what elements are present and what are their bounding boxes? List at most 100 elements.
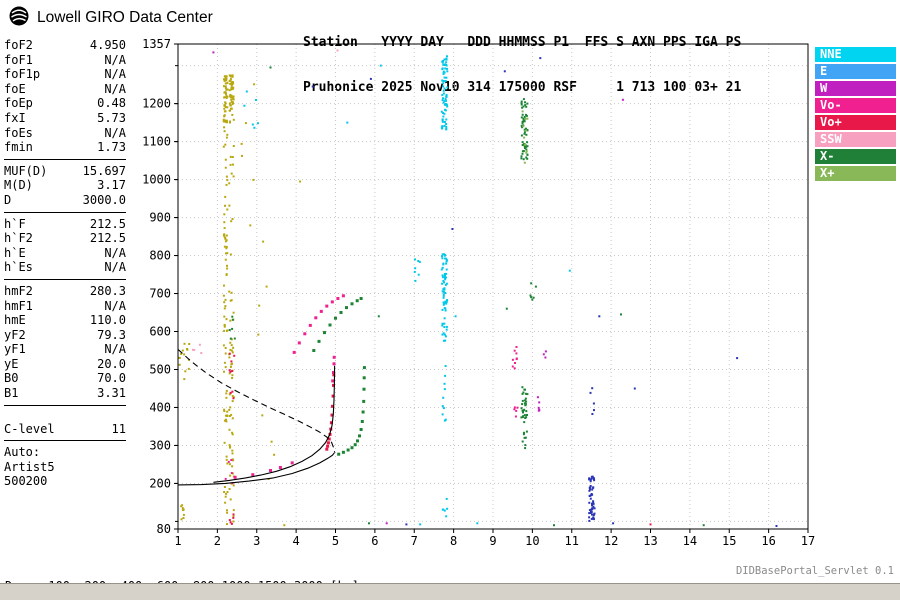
legend-item-x: X+ xyxy=(815,166,896,181)
svg-text:300: 300 xyxy=(149,438,171,452)
svg-text:900: 900 xyxy=(149,211,171,225)
svg-text:1100: 1100 xyxy=(142,135,171,149)
legend-item-e: E xyxy=(815,64,896,79)
model-curves xyxy=(177,348,336,486)
svg-text:1000: 1000 xyxy=(142,173,171,187)
echo-direction-legend: NNE E W Vo- Vo+ SSW X- X+ xyxy=(815,47,896,183)
legend-item-x: X- xyxy=(815,149,896,164)
param-value: 3.17 xyxy=(97,178,126,193)
svg-text:3: 3 xyxy=(253,534,260,548)
param-value: 4.950 xyxy=(89,38,126,52)
param-row: h`F2 212.5 xyxy=(4,231,126,246)
svg-text:5: 5 xyxy=(332,534,339,548)
legend-item-vo: Vo+ xyxy=(815,115,896,130)
station-header: Station YYYY DAY DDD HHMMSS P1 FFS S AXN… xyxy=(303,5,741,125)
param-label: D xyxy=(4,192,12,207)
param-label: MUF(D) xyxy=(4,163,48,178)
param-row: hmF1 N/A xyxy=(4,299,126,314)
param-label: foEs xyxy=(4,125,33,140)
svg-text:8: 8 xyxy=(450,534,457,548)
param-label: B1 xyxy=(4,386,19,401)
legend-item-ssw: SSW xyxy=(815,132,896,147)
svg-text:15: 15 xyxy=(722,534,736,548)
legend-item-vo: Vo- xyxy=(815,98,896,113)
param-label: fmin xyxy=(4,140,33,155)
param-value: N/A xyxy=(104,342,126,357)
param-value: N/A xyxy=(104,125,126,140)
param-value: 280.3 xyxy=(89,283,126,298)
param-label: h`F xyxy=(4,216,26,231)
param-row: h`E N/A xyxy=(4,246,126,261)
param-label: foEp xyxy=(4,96,33,111)
param-label: fxI xyxy=(4,110,26,125)
param-value: 3000.0 xyxy=(82,192,126,207)
param-label: hmE xyxy=(4,313,26,328)
param-label: h`F2 xyxy=(4,231,33,246)
param-row: MUF(D) 15.697 xyxy=(4,164,126,179)
param-label: foF2 xyxy=(4,38,33,52)
ionogram-plot: 1 2 3 4 5 6 7 8 9 10 11 12 13 14 15 16 17135712001100100… xyxy=(142,38,815,548)
param-row: h`F 212.5 xyxy=(4,217,126,232)
svg-text:7: 7 xyxy=(411,534,418,548)
param-value: 0.48 xyxy=(97,96,126,111)
param-row: D 3000.0 xyxy=(4,193,126,208)
param-row: fxI 5.73 xyxy=(4,111,126,126)
param-label: M(D) xyxy=(4,178,33,193)
param-row: h`Es N/A xyxy=(4,260,126,275)
param-label: hmF2 xyxy=(4,283,33,298)
svg-text:500: 500 xyxy=(149,362,171,376)
svg-text:14: 14 xyxy=(683,534,697,548)
param-value: 1.73 xyxy=(97,140,126,155)
param-row: foF2 4.950 xyxy=(4,38,126,53)
autoscaler-line: 500200 xyxy=(4,474,48,489)
param-value: 3.31 xyxy=(97,386,126,401)
parameter-panel: foF2 4.950 foF1 N/A foF1p N/A foE N/A foEp 0.48 fx… xyxy=(4,38,126,489)
param-value: 79.3 xyxy=(97,327,126,342)
svg-text:12: 12 xyxy=(604,534,618,548)
svg-text:80: 80 xyxy=(157,522,171,536)
param-row: yE 20.0 xyxy=(4,357,126,372)
autoscaler-line: Auto: xyxy=(4,445,41,460)
param-label: yF2 xyxy=(4,327,26,342)
param-label: h`Es xyxy=(4,260,33,275)
param-row: foF1p N/A xyxy=(4,67,126,82)
param-value: 70.0 xyxy=(97,371,126,386)
svg-text:11: 11 xyxy=(565,534,579,548)
svg-text:9: 9 xyxy=(489,534,496,548)
status-bar: db pq052 20251110 175000.rsf / 214fx512h… xyxy=(0,583,900,600)
param-value: N/A xyxy=(104,298,126,313)
param-label: C-level xyxy=(4,421,55,436)
param-row: yF1 N/A xyxy=(4,342,126,357)
param-value: N/A xyxy=(104,245,126,260)
param-label: yE xyxy=(4,356,19,371)
svg-text:13: 13 xyxy=(643,534,657,548)
separator-line xyxy=(4,440,126,442)
param-value: N/A xyxy=(104,81,126,96)
echo-dots xyxy=(178,49,778,527)
legend-item-w: W xyxy=(815,81,896,96)
param-value: N/A xyxy=(104,67,126,82)
param-label: foF1 xyxy=(4,52,33,67)
plot-gridlines xyxy=(178,44,808,529)
param-row: B0 70.0 xyxy=(4,371,126,386)
logo-text: Lowell GIRO Data Center xyxy=(37,9,213,26)
svg-text:400: 400 xyxy=(149,400,171,414)
legend-item-nne: NNE xyxy=(815,47,896,62)
servlet-version: DIDBasePortal_Servlet 0.1 xyxy=(735,565,894,577)
bottomside-profile xyxy=(177,452,335,486)
param-value: 110.0 xyxy=(89,313,126,328)
param-value: N/A xyxy=(104,260,126,275)
giro-globe-icon xyxy=(8,5,30,31)
param-value: 212.5 xyxy=(89,216,126,231)
separator-line xyxy=(4,404,126,406)
header-column-names: Station YYYY DAY DDD HHMMSS P1 FFS S AXN… xyxy=(303,35,742,50)
separator-line xyxy=(4,158,126,160)
param-row: M(D) 3.17 xyxy=(4,178,126,193)
svg-text:6: 6 xyxy=(371,534,378,548)
plot-axes: 1 2 3 4 5 6 7 8 9 10 11 12 13 14 15 16 17135712001100100… xyxy=(142,38,815,548)
topside-profile xyxy=(177,348,336,453)
svg-text:1357: 1357 xyxy=(142,38,171,51)
param-label: B0 xyxy=(4,371,19,386)
param-value: 212.5 xyxy=(89,231,126,246)
